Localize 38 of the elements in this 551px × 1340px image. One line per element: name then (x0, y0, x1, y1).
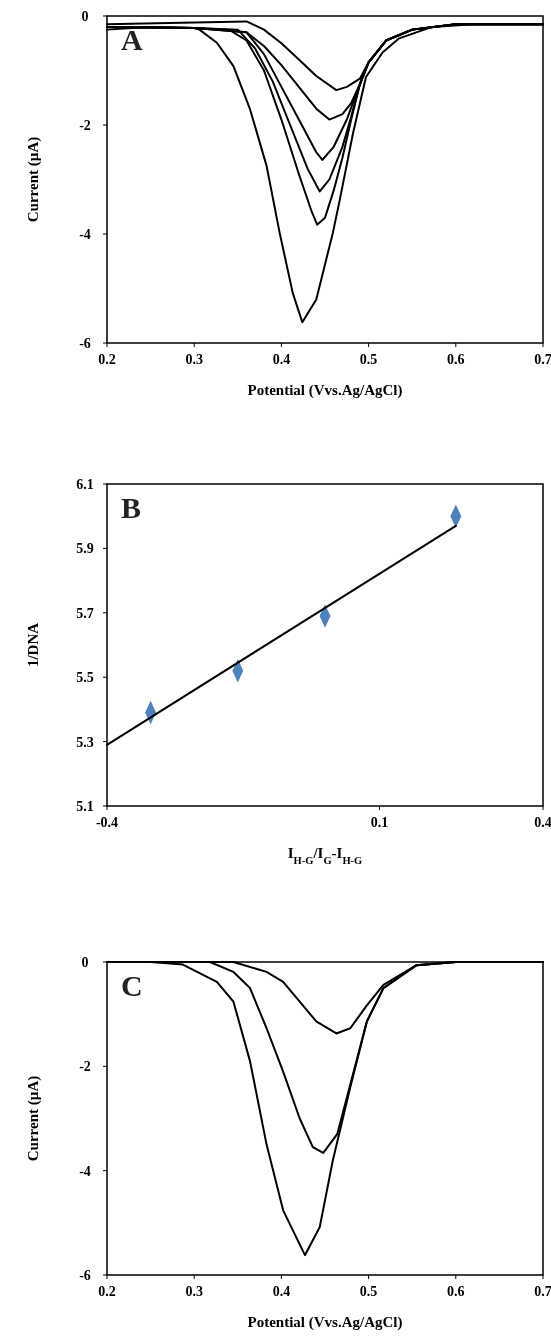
x-tick-label: 0.4 (272, 352, 291, 367)
x-axis-title: Potential (Vvs.Ag/AgCl) (247, 1314, 403, 1331)
y-tick-label: 5.9 (76, 541, 94, 557)
x-tick-label: 0.2 (98, 1284, 116, 1299)
annotation: A (121, 23, 143, 56)
x-tick-label: 0.3 (185, 352, 203, 367)
y-tick-label: -2 (79, 118, 91, 133)
y-tick-label: -6 (79, 1268, 91, 1283)
y-tick-label: 5.7 (76, 605, 94, 621)
x-tick-label: 0.5 (359, 1284, 378, 1299)
y-tick-label: 0 (81, 955, 89, 970)
y-axis-title: Current (µA) (25, 1075, 42, 1162)
x-tick-label: 0.6 (447, 352, 465, 367)
y-tick-label: 5.1 (76, 799, 94, 814)
annotation: B (121, 491, 142, 524)
y-tick-label: -2 (79, 1059, 91, 1075)
x-tick-label: 0.3 (185, 1284, 203, 1299)
x-tick-label: 0.2 (98, 352, 116, 367)
x-tick-label: 0.7 (534, 1284, 551, 1299)
y-tick-label: -4 (79, 227, 91, 242)
x-tick-label: 0.1 (370, 815, 389, 830)
y-tick-label: 0 (81, 9, 89, 24)
x-tick-label: -0.4 (95, 815, 119, 830)
y-tick-label: -4 (79, 1163, 91, 1179)
y-tick-label: 6.1 (76, 477, 94, 492)
x-axis-title: I$_{H-G}$/I$_{G}$-I$_{H-G}$ (287, 845, 363, 866)
x-tick-label: 0.5 (359, 352, 378, 367)
y-tick-label: -6 (79, 336, 91, 351)
y-axis-title: Current (µA) (25, 136, 42, 223)
x-tick-label: 0.4 (534, 815, 551, 830)
y-tick-label: 5.5 (76, 670, 94, 686)
y-axis-title: 1/DNA (25, 622, 41, 668)
annotation: C (121, 969, 143, 1002)
x-tick-label: 0.6 (447, 1284, 465, 1299)
x-axis-title: Potential (Vvs.Ag/AgCl) (247, 382, 403, 399)
x-tick-label: 0.4 (272, 1284, 291, 1299)
x-tick-label: 0.7 (534, 352, 551, 367)
y-tick-label: 5.3 (76, 734, 94, 750)
